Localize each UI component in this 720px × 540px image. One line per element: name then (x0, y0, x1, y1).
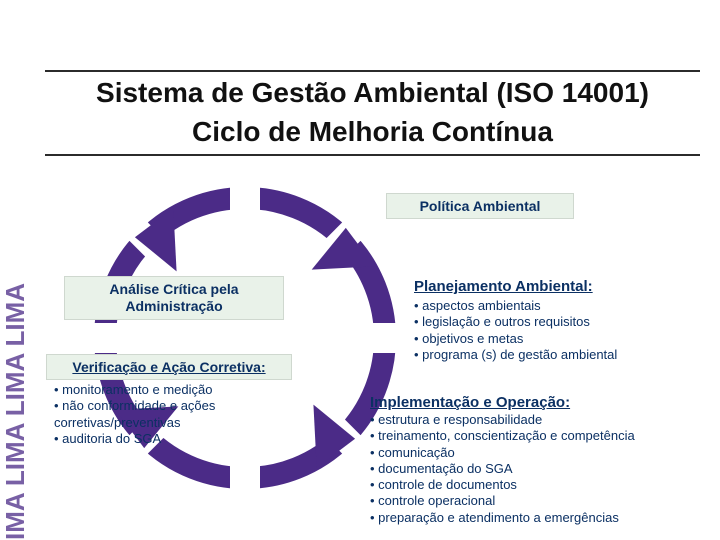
list-item: comunicação (370, 445, 635, 461)
list-item: treinamento, conscientização e competênc… (370, 428, 635, 444)
title-block: Sistema de Gestão Ambiental (ISO 14001) … (45, 70, 700, 156)
verify-box-label: Verificação e Ação Corretiva: (72, 359, 265, 375)
list-item: controle de documentos (370, 477, 635, 493)
implementation-title: Implementação e Operação: (370, 394, 570, 411)
list-item: legislação e outros requisitos (414, 314, 617, 330)
list-item: programa (s) de gestão ambiental (414, 347, 617, 363)
list-item: controle operacional (370, 493, 635, 509)
review-box-label: Análise Crítica pelaAdministração (109, 281, 238, 314)
title-rule-bottom (45, 154, 700, 156)
title-line-1: Sistema de Gestão Ambiental (ISO 14001) (45, 72, 700, 115)
cycle-arrows (75, 168, 415, 508)
list-item: auditoria do SGA (54, 431, 264, 447)
left-watermark-band: IMA LIMA LIMA LIMA (0, 0, 32, 540)
list-item: estrutura e responsabilidade (370, 412, 635, 428)
planning-title: Planejamento Ambiental: (414, 278, 593, 295)
watermark-svg: IMA LIMA LIMA LIMA (0, 0, 32, 540)
list-item: aspectos ambientais (414, 298, 617, 314)
list-item: preparação e atendimento a emergências (370, 510, 635, 526)
watermark-text: IMA LIMA LIMA LIMA (0, 283, 30, 540)
list-item: objetivos e metas (414, 331, 617, 347)
slide: IMA LIMA LIMA LIMA Sistema de Gestão Amb… (0, 0, 720, 540)
review-box: Análise Crítica pelaAdministração (64, 276, 284, 320)
verify-box: Verificação e Ação Corretiva: (46, 354, 292, 380)
policy-box-label: Política Ambiental (420, 198, 541, 214)
list-item: não conformidade e ações corretivas/prev… (54, 398, 264, 431)
verify-bullets: monitoramento e mediçãonão conformidade … (54, 382, 264, 447)
title-line-2: Ciclo de Melhoria Contínua (45, 115, 700, 154)
planning-bullets: aspectos ambientaislegislação e outros r… (414, 298, 617, 363)
list-item: documentação do SGA (370, 461, 635, 477)
implementation-bullets: estrutura e responsabilidadetreinamento,… (370, 412, 635, 526)
policy-box: Política Ambiental (386, 193, 574, 219)
list-item: monitoramento e medição (54, 382, 264, 398)
